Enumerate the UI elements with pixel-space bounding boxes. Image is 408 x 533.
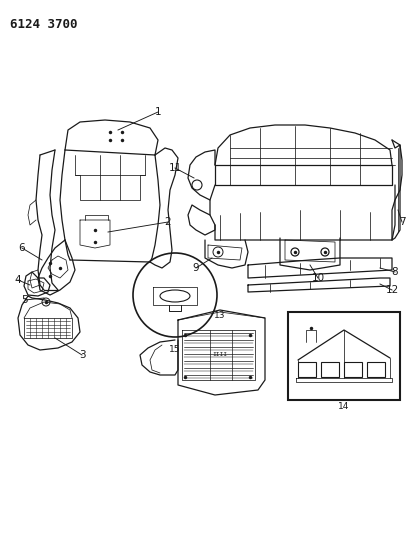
Bar bbox=[321, 362, 339, 377]
Text: 3: 3 bbox=[79, 350, 85, 360]
Bar bbox=[367, 362, 385, 377]
Text: 13: 13 bbox=[214, 311, 226, 320]
Bar bbox=[344, 362, 362, 377]
Text: 12: 12 bbox=[386, 285, 399, 295]
Text: 1: 1 bbox=[155, 107, 161, 117]
Text: 4: 4 bbox=[15, 275, 21, 285]
Text: 11: 11 bbox=[169, 163, 182, 173]
Text: 2: 2 bbox=[165, 217, 171, 227]
Text: 7: 7 bbox=[399, 217, 405, 227]
Text: 6124 3700: 6124 3700 bbox=[10, 18, 78, 31]
Text: 14: 14 bbox=[338, 402, 350, 411]
Text: 8: 8 bbox=[392, 267, 398, 277]
Text: 15: 15 bbox=[169, 345, 181, 354]
Bar bbox=[298, 362, 316, 377]
Text: 10: 10 bbox=[311, 273, 324, 283]
Text: 9: 9 bbox=[193, 263, 200, 273]
Text: 6: 6 bbox=[19, 243, 25, 253]
Text: IIII: IIII bbox=[213, 352, 228, 358]
Bar bbox=[288, 312, 400, 400]
Text: 5: 5 bbox=[22, 295, 28, 305]
